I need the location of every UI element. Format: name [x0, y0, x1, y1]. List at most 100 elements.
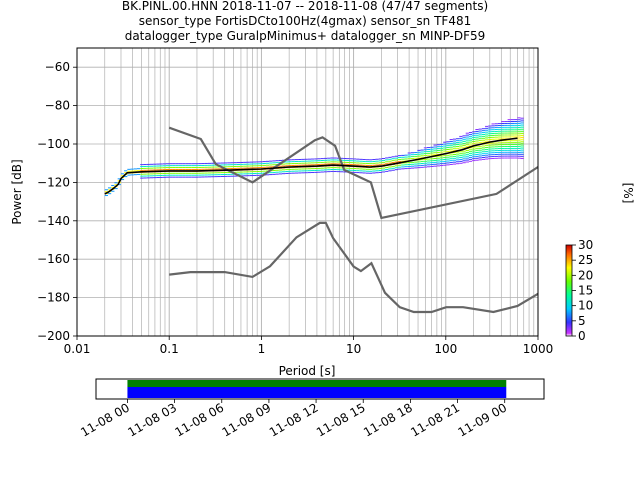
heatmap-cell [475, 129, 479, 131]
heatmap-cell [291, 170, 295, 172]
heatmap-cell [430, 152, 434, 154]
heatmap-cell [249, 161, 254, 163]
heatmap-cell [449, 139, 453, 141]
plot-area: 0.01 0.1 1 10 100 1000 −200 −180 −160 −140 −120 −1… [37, 47, 553, 356]
heatmap-cell [391, 167, 395, 169]
heatmap-cell [198, 166, 202, 168]
heatmap-cell [472, 148, 476, 150]
heatmap-cell [488, 135, 492, 137]
heatmap-cell [433, 148, 437, 150]
heatmap-cell [372, 164, 376, 166]
heatmap-cell [462, 146, 466, 148]
heatmap-cell [327, 167, 331, 169]
heatmap-cell [501, 132, 505, 134]
heatmap-cell [494, 157, 498, 159]
heatmap-cell [504, 136, 508, 138]
heatmap-cell [307, 170, 312, 172]
heatmap-cell [124, 170, 128, 172]
heatmap-cell [501, 146, 505, 148]
heatmap-cell [230, 173, 234, 175]
heatmap-cell [427, 154, 431, 156]
heatmap-cell [472, 140, 476, 142]
heatmap-cell [501, 122, 505, 124]
heatmap-cell [233, 171, 237, 173]
heatmap-cell [146, 167, 150, 169]
y-tick-label: −200 [37, 329, 70, 343]
heatmap-cell [504, 142, 508, 144]
heatmap-cell [520, 133, 524, 135]
heatmap-cell [365, 164, 370, 166]
heatmap-cell [211, 176, 215, 178]
heatmap-cell [253, 174, 257, 176]
heatmap-cell [330, 159, 334, 161]
x-tick-label: 10 [346, 342, 361, 356]
heatmap-cell [352, 171, 357, 173]
heatmap-cell [420, 153, 424, 155]
heatmap-cell [223, 166, 228, 168]
heatmap-cell [304, 168, 308, 170]
heatmap-cell [378, 160, 382, 162]
heatmap-cell [514, 140, 518, 142]
heatmap-cell [446, 158, 450, 160]
heatmap-cell [182, 163, 186, 165]
heatmap-cell [433, 161, 437, 163]
heatmap-cell [517, 146, 521, 148]
heatmap-cell [323, 169, 328, 171]
heatmap-cell [433, 150, 437, 152]
heatmap-cell [211, 162, 215, 164]
heatmap-cell [517, 151, 521, 153]
heatmap-cell [478, 132, 482, 134]
heatmap-cell [456, 153, 460, 155]
heatmap-cell [233, 164, 237, 166]
heatmap-cell [136, 170, 141, 172]
heatmap-cell [359, 170, 363, 172]
heatmap-cell [262, 161, 266, 163]
heatmap-cell [227, 175, 231, 177]
heatmap-cell [517, 128, 521, 130]
heatmap-cell [323, 171, 328, 173]
heatmap-cell [294, 172, 299, 174]
heatmap-cell [369, 163, 373, 165]
heatmap-cell [223, 173, 228, 175]
heatmap-cell [497, 136, 502, 138]
heatmap-cell [465, 142, 469, 144]
heatmap-cell [378, 164, 382, 166]
heatmap-cell [475, 134, 479, 136]
heatmap-cell [501, 134, 505, 136]
heatmap-cell [198, 174, 202, 176]
heatmap-cell [449, 140, 453, 142]
heatmap-cell [462, 162, 466, 164]
heatmap-cell [449, 158, 453, 160]
heatmap-cell [462, 135, 466, 137]
heatmap-cell [304, 162, 308, 164]
heatmap-cell [459, 153, 463, 155]
heatmap-cell [391, 169, 395, 171]
heatmap-cell [256, 171, 260, 173]
heatmap-cell [346, 169, 350, 171]
heatmap-cell [504, 134, 508, 136]
heatmap-cell [227, 162, 231, 164]
heatmap-cell [510, 134, 515, 136]
heatmap-cell [514, 149, 518, 151]
heatmap-cell [520, 150, 524, 152]
heatmap-cell [443, 149, 447, 151]
heatmap-cell [156, 177, 160, 179]
heatmap-cell [436, 151, 440, 153]
heatmap-cell [256, 167, 260, 169]
colorbar-tick-label: 20 [578, 268, 593, 282]
heatmap-cell [420, 164, 424, 166]
heatmap-cell [504, 140, 508, 142]
heatmap-cell [488, 152, 492, 154]
heatmap-cell [311, 164, 315, 166]
heatmap-cell [459, 151, 463, 153]
colorbar-tick-label: 5 [578, 314, 586, 328]
heatmap-cell [494, 134, 498, 136]
heatmap-cell [491, 150, 495, 152]
heatmap-cell [381, 169, 386, 171]
heatmap-cell [120, 175, 125, 177]
heatmap-cell [501, 121, 505, 123]
mean-psd-line [104, 137, 518, 195]
heatmap-cell [459, 160, 463, 162]
heatmap-cell [185, 168, 189, 170]
heatmap-cell [301, 164, 305, 166]
